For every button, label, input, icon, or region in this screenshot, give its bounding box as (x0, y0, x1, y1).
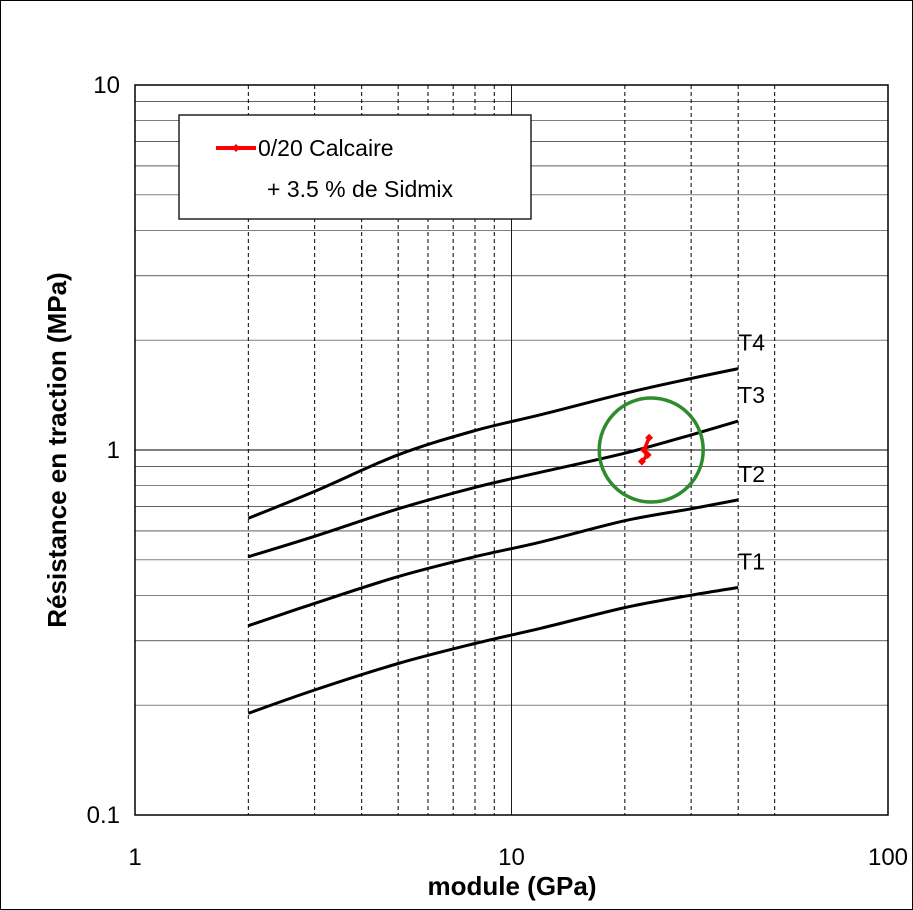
measured-point (643, 450, 652, 459)
curve-t2 (247, 498, 739, 628)
y-axis-title: Résistance en traction (MPa) (42, 272, 72, 627)
x-tick-label: 10 (498, 844, 525, 871)
legend-swatch-marker (232, 144, 240, 152)
y-tick-label: 10 (93, 72, 120, 99)
x-axis-title: module (GPa) (427, 871, 596, 901)
y-tick-label: 0.1 (87, 802, 120, 829)
curve-label-t4: T4 (738, 330, 765, 356)
series-layer: T1 T2 T3 T4 (247, 330, 765, 715)
y-tick-label: 1 (107, 437, 120, 464)
tick-labels: 1 10 100 0.1 1 10 (87, 72, 908, 871)
legend-label-line1: 0/20 Calcaire (258, 135, 394, 161)
legend: 0/20 Calcaire + 3.5 % de Sidmix (178, 114, 532, 220)
measured-series-line (640, 437, 651, 463)
measured-point (640, 446, 649, 454)
curve-label-t3: T3 (738, 382, 765, 408)
curve-label-t2: T2 (738, 461, 765, 487)
legend-label-line2: + 3.5 % de Sidmix (267, 176, 454, 202)
curve-t3 (247, 419, 739, 559)
x-tick-label: 100 (868, 844, 908, 871)
curve-t1 (247, 586, 739, 715)
curve-label-t1: T1 (738, 549, 765, 575)
x-tick-label: 1 (128, 844, 141, 871)
plot-area (134, 84, 889, 816)
curve-t4 (247, 367, 739, 520)
measured-point (645, 433, 654, 442)
measured-point (637, 457, 646, 466)
highlight-circle (597, 396, 705, 504)
legend-box (178, 114, 532, 220)
